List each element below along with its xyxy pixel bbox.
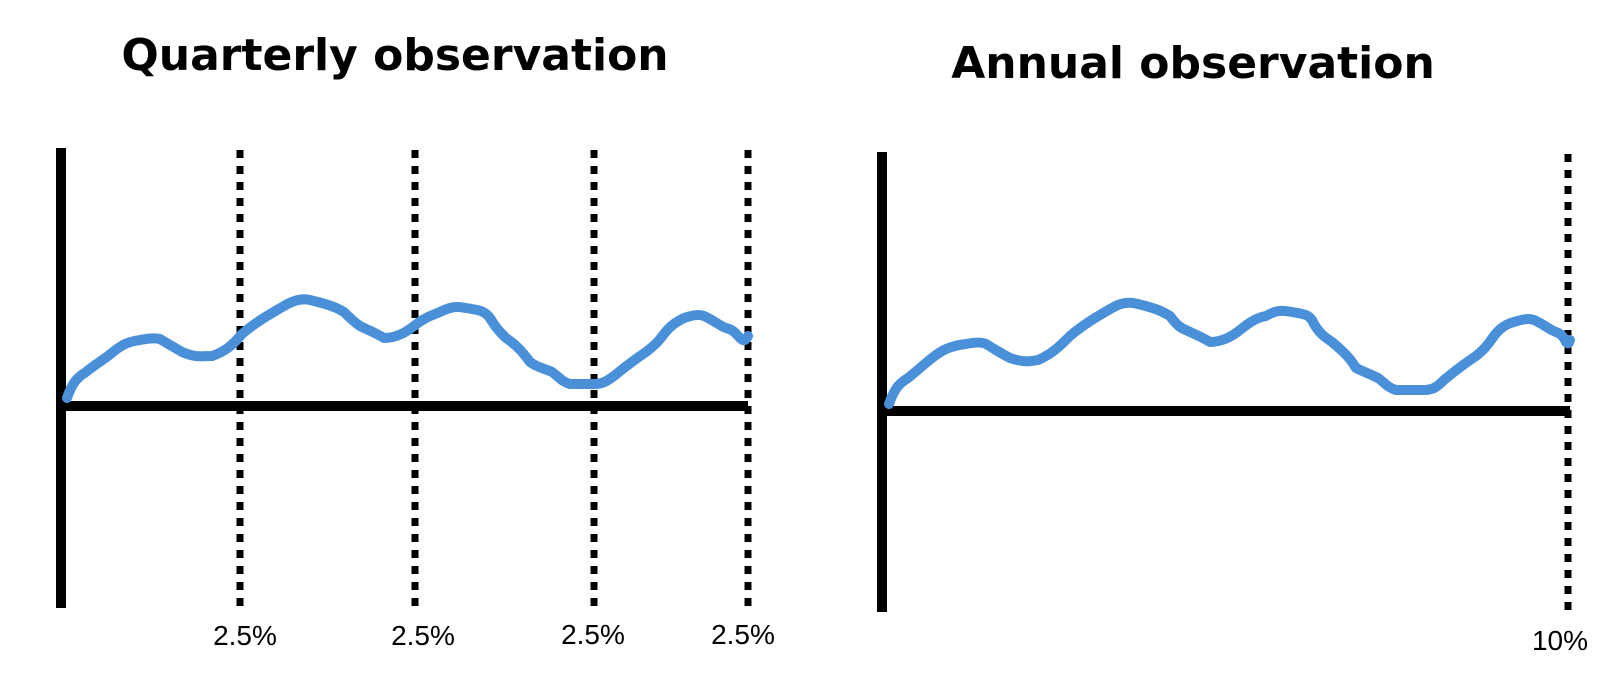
panel-quarterly: Quarterly observation 2.5% 2.5% 2.5% 2.5…	[56, 30, 775, 651]
panel-annual: Annual observation 10%	[877, 38, 1588, 656]
growth-curve	[62, 294, 753, 403]
marker-label: 2.5%	[561, 619, 625, 650]
panel-title: Quarterly observation	[121, 30, 668, 81]
marker-label: 2.5%	[213, 620, 277, 651]
panel-title: Annual observation	[951, 38, 1435, 89]
growth-curve	[884, 297, 1575, 409]
marker-label: 2.5%	[711, 619, 775, 650]
marker-labels: 2.5% 2.5% 2.5% 2.5%	[213, 619, 775, 651]
dotted-markers	[236, 150, 752, 608]
marker-label: 10%	[1532, 625, 1588, 656]
marker-label: 2.5%	[391, 620, 455, 651]
